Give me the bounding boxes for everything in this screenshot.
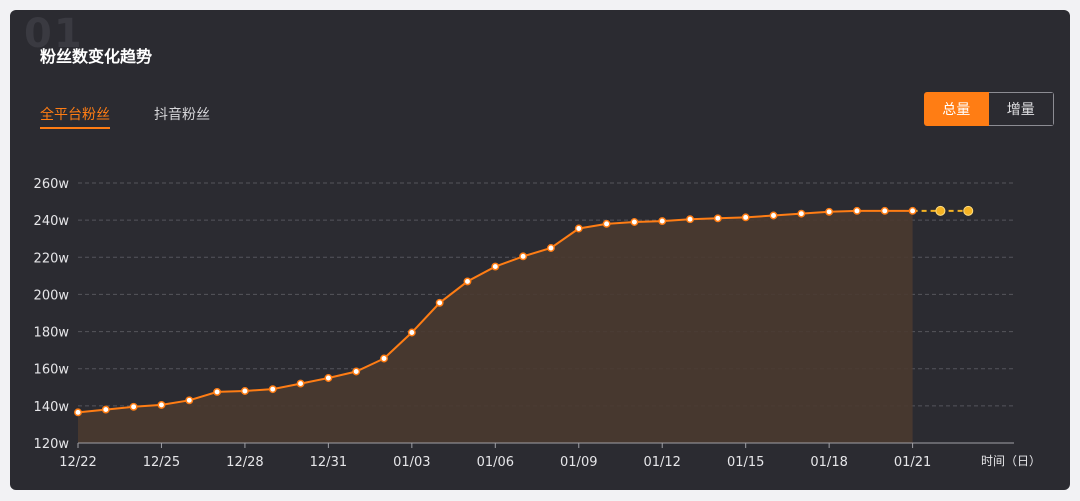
x-tick-label: 12/25 [143, 455, 180, 470]
y-tick-label: 260w [34, 177, 70, 192]
data-point [491, 262, 500, 271]
x-tick-label: 01/18 [810, 455, 847, 470]
data-point [908, 206, 917, 215]
data-point [602, 219, 611, 228]
x-tick-label: 01/06 [477, 455, 514, 470]
tab-douyin-fans[interactable]: 抖音粉丝 [154, 107, 210, 123]
x-tick-label: 01/15 [727, 455, 764, 470]
data-point [546, 244, 555, 252]
data-point [407, 328, 416, 337]
data-point [825, 207, 834, 216]
y-tick-label: 220w [34, 251, 70, 266]
tab-all-platform-fans[interactable]: 全平台粉丝 [40, 104, 110, 129]
total-increment-toggle: 总量 增量 [924, 92, 1054, 126]
data-point [240, 387, 249, 395]
y-tick-label: 240w [34, 214, 70, 229]
points-layer [74, 205, 974, 417]
data-point [380, 354, 388, 363]
x-tick-label: 12/22 [59, 455, 96, 470]
card-title: 粉丝数变化趋势 [40, 47, 153, 66]
x-axis-label: 时间（日） [981, 454, 1041, 468]
y-tick-label: 120w [34, 437, 70, 452]
y-axis-labels: 120w 140w 160w 180w 200w 220w 240w 260w [34, 177, 70, 452]
x-tick-label: 12/31 [310, 455, 347, 470]
section-number: 01 [24, 11, 84, 57]
data-point [713, 214, 722, 223]
y-tick-label: 140w [34, 400, 70, 415]
y-tick-label: 160w [34, 363, 70, 378]
data-point [519, 252, 528, 261]
x-tick-label: 01/21 [894, 455, 931, 470]
data-point [435, 298, 444, 307]
data-point [324, 374, 333, 382]
data-point [352, 367, 361, 376]
x-tick-label: 01/09 [560, 455, 597, 470]
data-point [157, 400, 166, 409]
data-point [213, 387, 222, 396]
x-axis-labels: 12/22 12/25 12/28 12/31 01/03 01/06 01/09 01/12… [59, 443, 931, 470]
data-point [574, 224, 583, 233]
y-tick-label: 180w [34, 326, 70, 341]
data-point [741, 213, 750, 222]
data-point [630, 218, 639, 226]
data-point [463, 277, 472, 286]
increment-button[interactable]: 增量 [988, 92, 1054, 126]
total-button[interactable]: 总量 [924, 92, 989, 126]
forecast-point [963, 205, 974, 216]
data-point [185, 396, 194, 405]
data-point [853, 206, 861, 215]
x-tick-label: 12/28 [226, 455, 263, 470]
data-point [296, 379, 305, 388]
data-point [129, 402, 138, 411]
forecast-point [935, 205, 946, 216]
data-point [74, 408, 82, 417]
data-point [658, 217, 667, 226]
x-tick-label: 01/12 [643, 455, 680, 470]
y-tick-label: 200w [34, 288, 70, 303]
data-point [880, 206, 889, 215]
area-fill [78, 210, 913, 443]
data-point [686, 215, 694, 224]
data-point [101, 405, 110, 414]
data-point [769, 211, 778, 220]
data-point [268, 385, 277, 394]
fan-trend-card: 01 粉丝数变化趋势 全平台粉丝 抖音粉丝 总量 增量 120w 140w 160w… [10, 10, 1070, 490]
data-point [797, 209, 806, 218]
x-tick-label: 01/03 [393, 455, 430, 470]
